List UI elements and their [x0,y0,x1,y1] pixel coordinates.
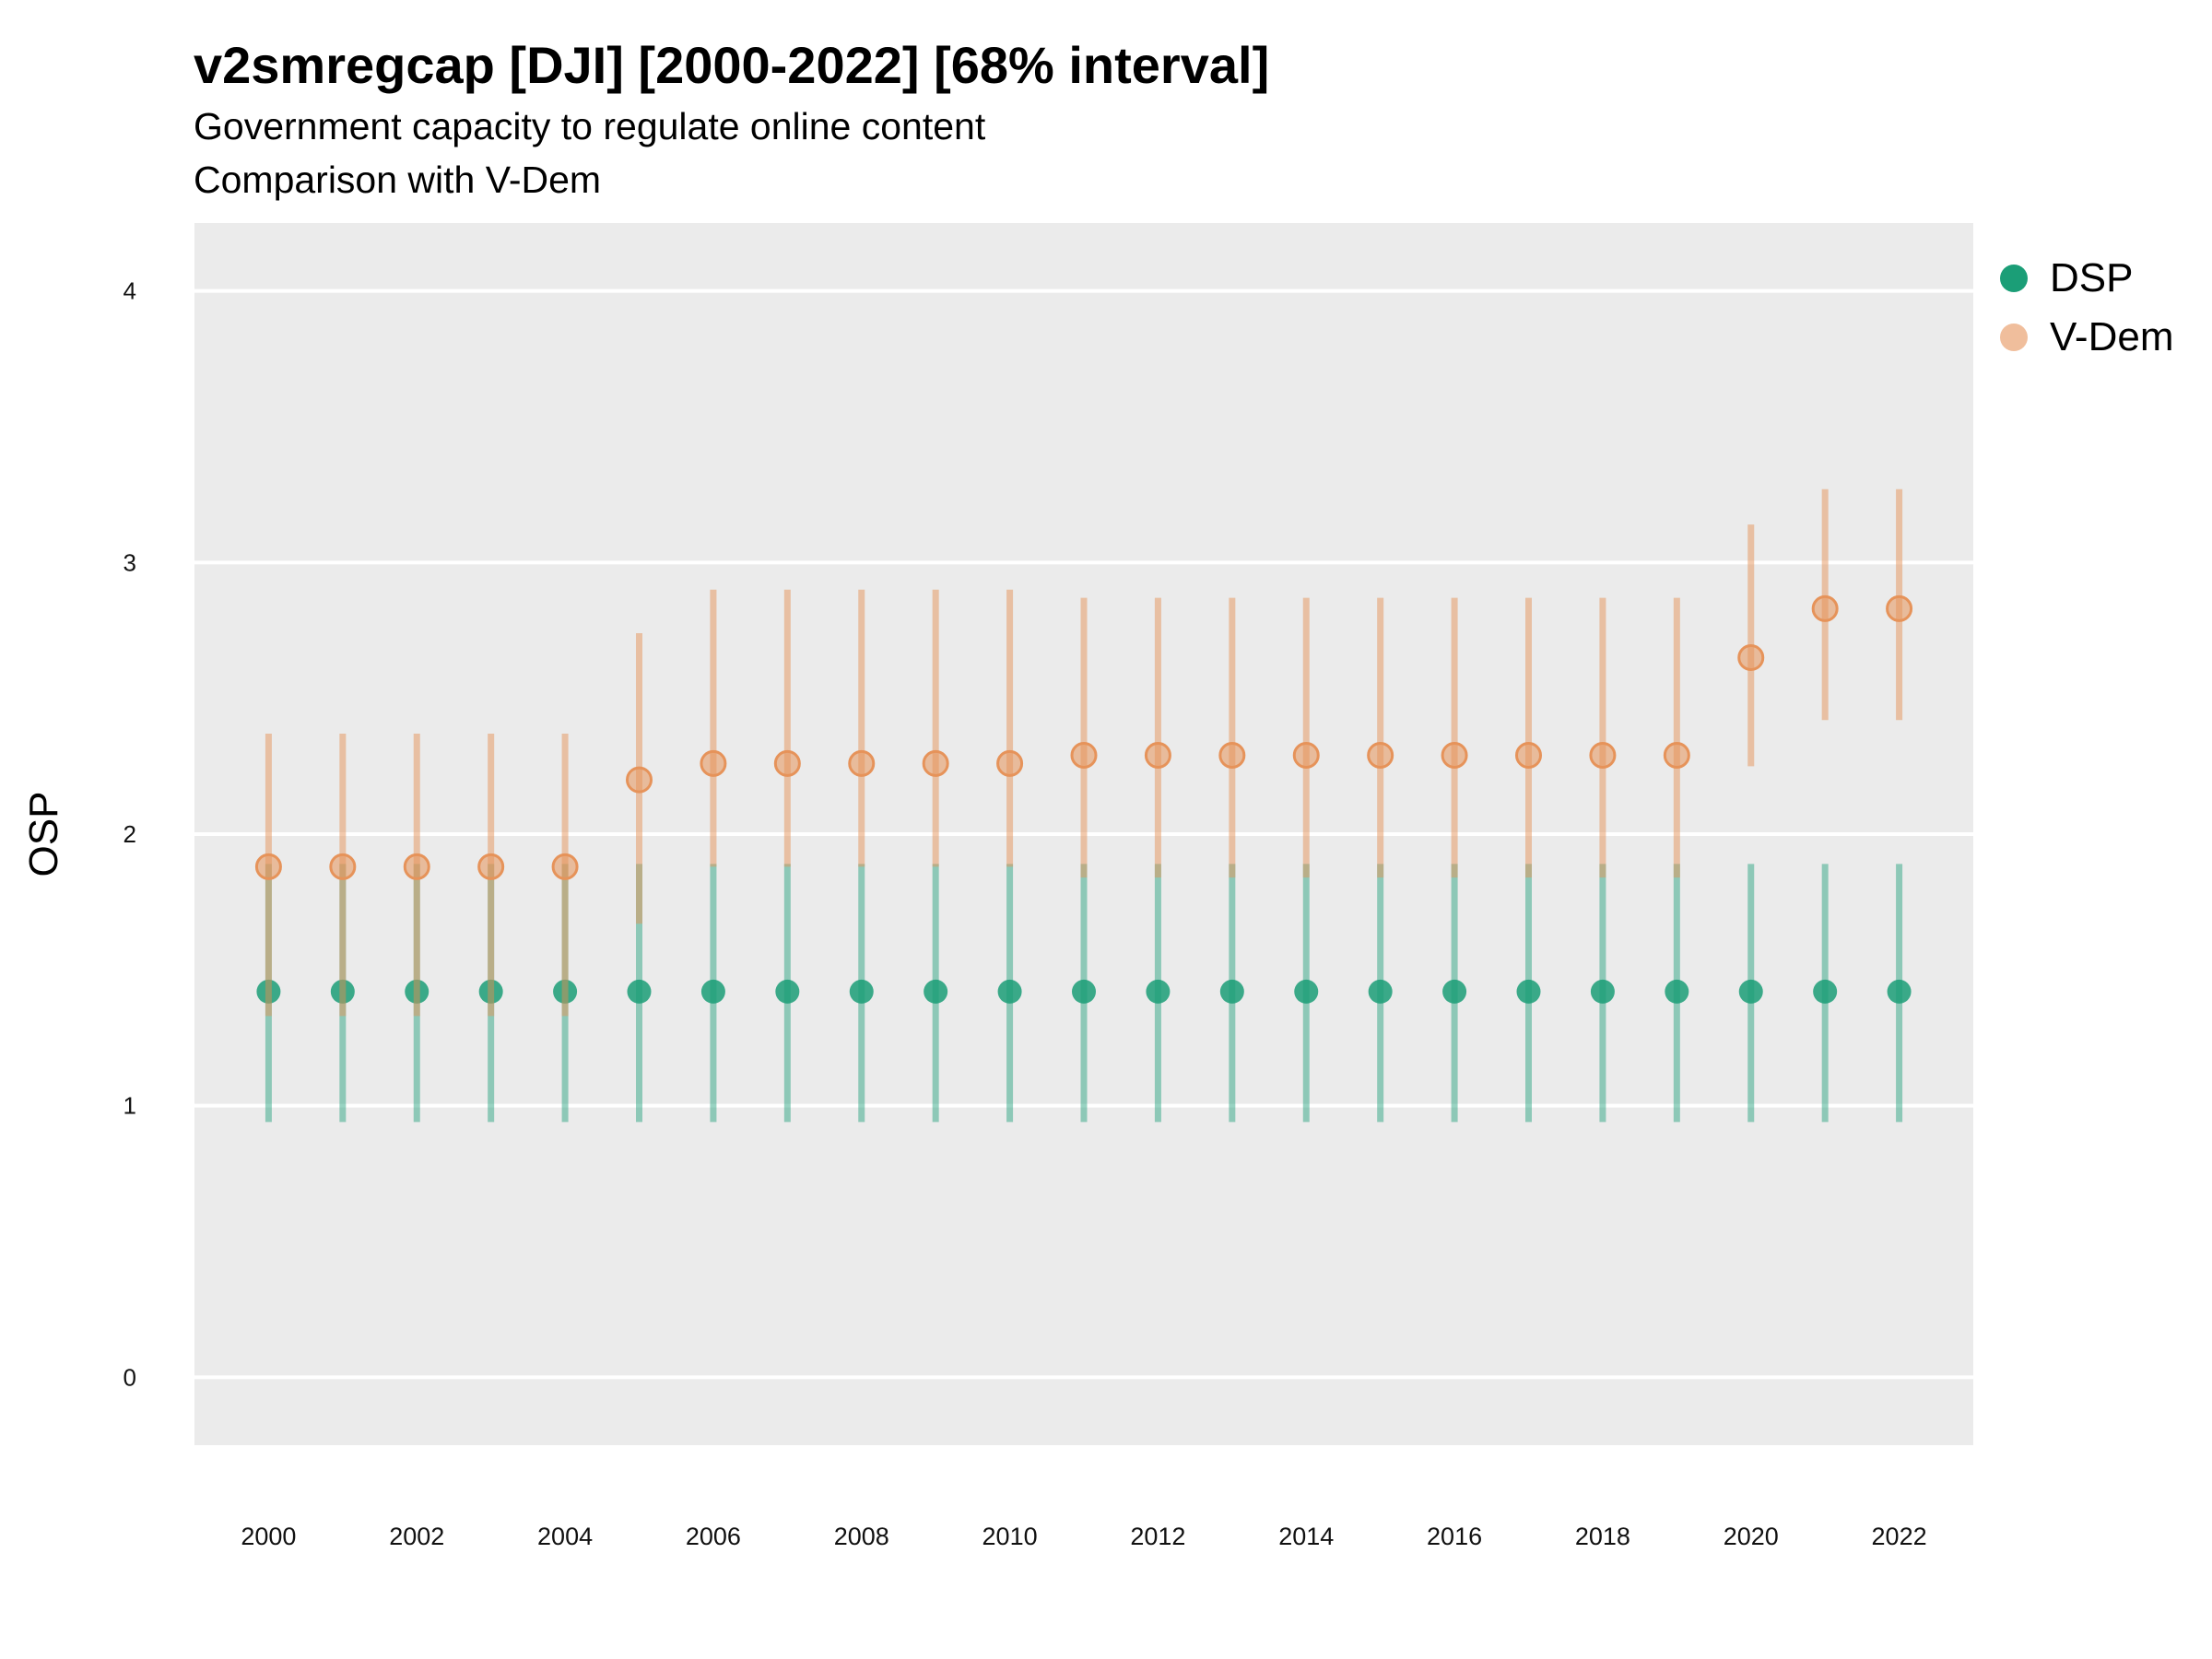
series-v-dem [254,488,1913,1017]
legend-item-dsp[interactable]: DSP [2000,249,2173,308]
x-tick-label: 2014 [1278,1523,1334,1550]
data-point [1811,594,1839,622]
data-point [403,853,430,880]
data-point [1146,979,1171,1004]
y-tick-label: 1 [124,1092,136,1120]
legend-item-vdem[interactable]: V-Dem [2000,308,2173,367]
y-tick-label: 0 [124,1363,136,1391]
data-point [1590,979,1615,1004]
data-point [848,749,876,777]
data-point [627,979,652,1004]
data-point [477,853,505,880]
data-point [1665,979,1689,1004]
data-point [773,749,801,777]
x-tick-label: 2000 [241,1523,296,1550]
data-point [1218,742,1246,770]
data-point [1294,979,1319,1004]
y-tick-label: 3 [124,548,136,576]
data-point [997,979,1022,1004]
x-tick-label: 2004 [537,1523,593,1550]
legend: DSP V-Dem [2000,249,2173,367]
data-point [775,979,800,1004]
chart-subtitle: Government capacity to regulate online c… [194,105,986,147]
data-point [254,853,282,880]
data-point [1219,979,1244,1004]
legend-label-vdem: V-Dem [2050,314,2174,359]
data-point [329,853,357,880]
data-point [1663,742,1690,770]
data-point [1442,979,1467,1004]
data-point [1813,979,1838,1004]
legend-swatch-vdem [2000,324,2028,351]
data-point [1886,594,1913,622]
data-point [1515,742,1542,770]
data-point [1292,742,1320,770]
data-point [1738,979,1763,1004]
data-point [700,749,727,777]
x-tick-label: 2008 [834,1523,889,1550]
legend-label-dsp: DSP [2050,255,2134,300]
data-point [1367,742,1394,770]
data-point [1072,979,1096,1004]
legend-swatch-dsp [2000,265,2028,292]
y-axis-label: OSP [21,792,66,877]
chart-title: v2smregcap [DJI] [2000-2022] [68% interv… [194,36,1270,94]
x-tick-label: 2016 [1427,1523,1482,1550]
data-point [1368,979,1393,1004]
x-tick-label: 2022 [1872,1523,1927,1550]
data-point [626,766,653,794]
x-tick-label: 2002 [389,1523,444,1550]
y-tick-label: 4 [124,277,136,305]
x-axis-ticks: 2000 2002 2004 2006 2008 2010 2012 2014 2016 2018… [241,1523,1926,1550]
data-point [551,853,579,880]
x-tick-label: 2012 [1130,1523,1185,1550]
x-tick-label: 2018 [1575,1523,1630,1550]
data-point [1070,742,1098,770]
data-point [1737,643,1765,671]
x-tick-label: 2020 [1724,1523,1779,1550]
data-point [1887,979,1912,1004]
data-point [1144,742,1171,770]
y-axis-ticks: 0 1 2 3 4 [124,277,136,1392]
y-tick-label: 2 [124,820,136,848]
data-point [1589,742,1617,770]
data-point [1441,742,1468,770]
x-tick-label: 2006 [686,1523,741,1550]
data-point [922,749,949,777]
data-point [700,979,725,1004]
data-point [924,979,948,1004]
x-tick-label: 2010 [982,1523,1038,1550]
data-series [254,488,1913,1123]
data-point [996,749,1024,777]
chart-subtitle-comparison: Comparison with V-Dem [194,159,602,201]
data-point [1516,979,1541,1004]
data-point [849,979,874,1004]
